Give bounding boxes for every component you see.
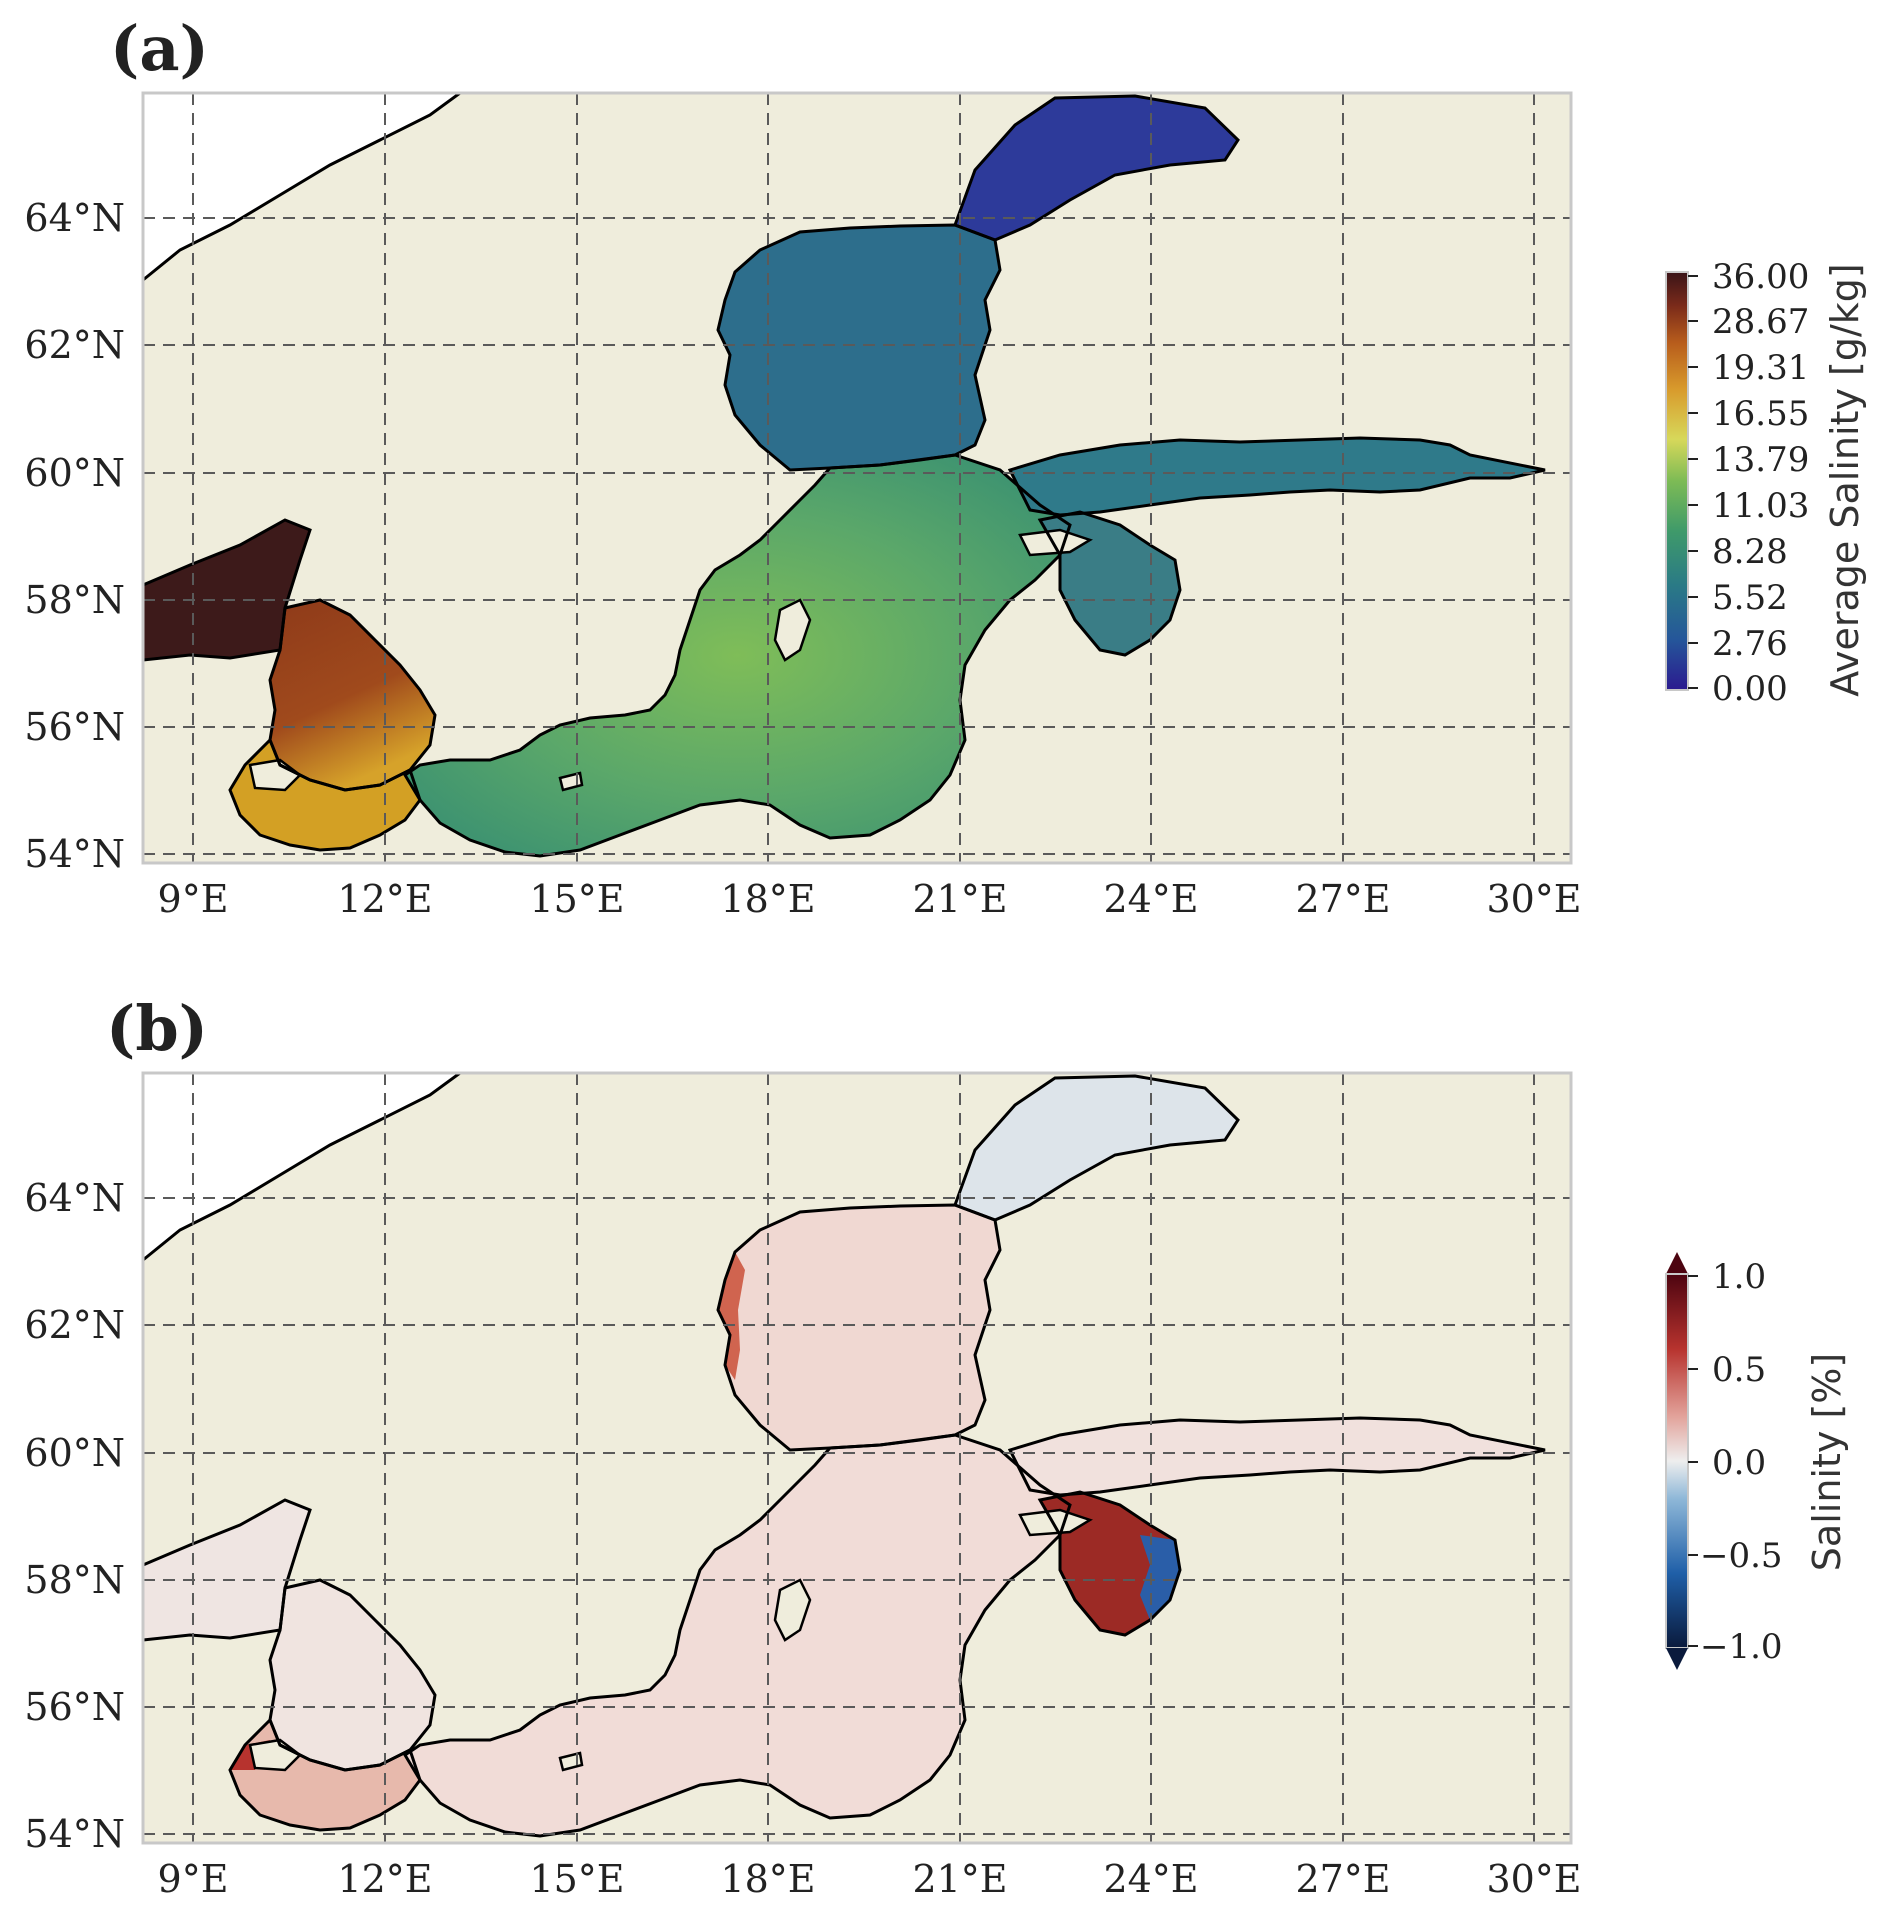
panel-a-map <box>143 93 1571 863</box>
outside-domain-b <box>143 1073 460 1260</box>
lon-tick-27-b: 27°E <box>1295 1857 1390 1901</box>
panel-a-label: (a) <box>110 12 209 85</box>
outside-domain <box>143 93 460 280</box>
cb-b-tick-0: 1.0 <box>1712 1257 1766 1297</box>
lat-tick-64: 64°N <box>24 196 125 240</box>
bothnian-sea-region <box>718 225 1000 470</box>
colorbar-b-ticks <box>1688 1275 1698 1647</box>
lon-tick-15-b: 15°E <box>529 1857 624 1901</box>
lat-tick-56: 56°N <box>24 705 125 749</box>
graticule-b <box>143 1073 1571 1843</box>
cb-b-tick-4: −1.0 <box>1700 1627 1783 1667</box>
lon-tick-12: 12°E <box>337 877 432 921</box>
colorbar-a: 36.00 28.67 19.31 16.55 13.79 11.03 8.28… <box>1665 257 1867 709</box>
panel-b: (b) <box>24 992 1849 1901</box>
lat-tick-60: 60°N <box>24 451 125 495</box>
cb-a-tick-7: 5.52 <box>1712 578 1788 618</box>
lat-tick-54: 54°N <box>24 832 125 876</box>
coastlines <box>143 93 1547 858</box>
panel-a-frame <box>141 91 1573 865</box>
lon-tick-9-b: 9°E <box>158 1857 229 1901</box>
lat-tick-56-b: 56°N <box>24 1685 125 1729</box>
gotland-island-b <box>773 1578 812 1642</box>
saaremaa-island-b <box>1018 1508 1093 1537</box>
colorbar-a-title: Average Salinity [g/kg] <box>1823 263 1867 696</box>
cb-a-tick-0: 36.00 <box>1712 257 1809 297</box>
cb-a-tick-6: 8.28 <box>1712 532 1788 572</box>
panel-b-frame <box>141 1071 1573 1845</box>
coastlines-b <box>143 1073 1547 1838</box>
lon-tick-18: 18°E <box>720 877 815 921</box>
colorbar-a-ticks <box>1688 275 1698 689</box>
lat-tick-62: 62°N <box>24 323 125 367</box>
colorbar-a-ramp <box>1665 271 1689 691</box>
lat-tick-60-b: 60°N <box>24 1431 125 1475</box>
lat-tick-58: 58°N <box>24 578 125 622</box>
lon-tick-30-b: 30°E <box>1486 1857 1581 1901</box>
cb-b-tick-2: 0.0 <box>1712 1443 1766 1483</box>
cb-b-tick-1: 0.5 <box>1712 1350 1766 1390</box>
colorbar-b-extend-min <box>1666 1648 1688 1670</box>
lon-tick-24-b: 24°E <box>1103 1857 1198 1901</box>
lon-tick-30: 30°E <box>1486 877 1581 921</box>
cb-a-tick-8: 2.76 <box>1712 624 1788 664</box>
lat-tick-62-b: 62°N <box>24 1303 125 1347</box>
cb-a-tick-3: 16.55 <box>1712 394 1809 434</box>
colorbar-b: 1.0 0.5 0.0 −0.5 −1.0 Salinity [%] <box>1665 1252 1849 1670</box>
bothnian-sea-region-b <box>718 1205 1000 1450</box>
colorbar-b-extend-max <box>1666 1252 1688 1274</box>
graticule <box>143 93 1571 863</box>
saaremaa-island <box>1018 528 1093 557</box>
lon-tick-21: 21°E <box>912 877 1007 921</box>
panel-b-map <box>143 1073 1571 1843</box>
lon-tick-21-b: 21°E <box>912 1857 1007 1901</box>
lat-tick-64-b: 64°N <box>24 1176 125 1220</box>
panel-a: (a) <box>24 12 1867 921</box>
panel-b-label: (b) <box>106 992 208 1065</box>
cb-a-tick-1: 28.67 <box>1712 302 1809 342</box>
lon-tick-27: 27°E <box>1295 877 1390 921</box>
gotland-island <box>773 598 812 662</box>
cb-a-tick-4: 13.79 <box>1712 440 1809 480</box>
lon-tick-9: 9°E <box>158 877 229 921</box>
colorbar-b-ramp <box>1665 1273 1689 1649</box>
cb-b-tick-3: −0.5 <box>1700 1536 1783 1576</box>
lon-tick-18-b: 18°E <box>720 1857 815 1901</box>
lat-tick-58-b: 58°N <box>24 1558 125 1602</box>
lon-tick-12-b: 12°E <box>337 1857 432 1901</box>
lat-tick-54-b: 54°N <box>24 1812 125 1856</box>
colorbar-b-title: Salinity [%] <box>1805 1353 1849 1571</box>
cb-a-tick-2: 19.31 <box>1712 348 1809 388</box>
cb-a-tick-5: 11.03 <box>1712 486 1809 526</box>
cb-a-tick-9: 0.00 <box>1712 669 1788 709</box>
lon-tick-24: 24°E <box>1103 877 1198 921</box>
lon-tick-15: 15°E <box>529 877 624 921</box>
